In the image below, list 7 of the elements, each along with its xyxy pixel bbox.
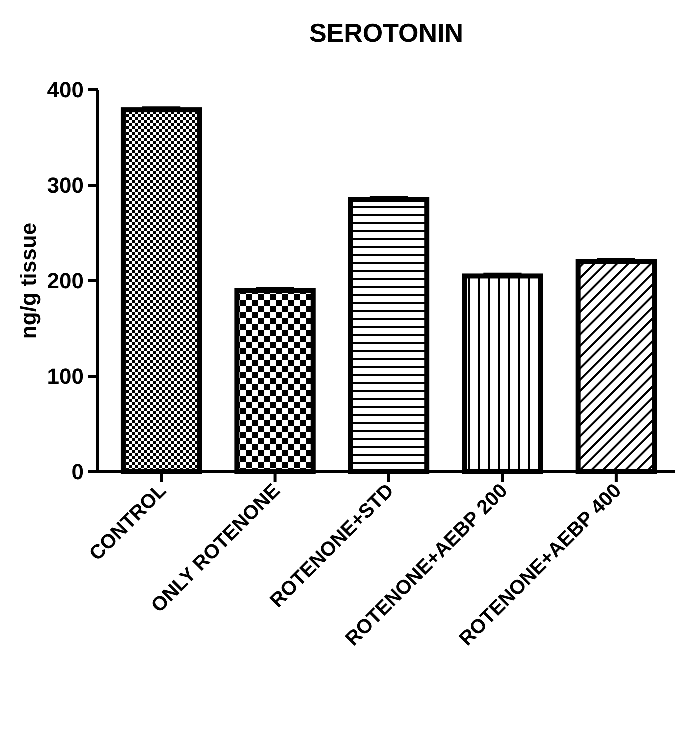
y-axis-title: ng/g tissue	[16, 222, 41, 340]
y-tick-label: 100	[47, 364, 84, 390]
y-tick-label: 400	[47, 78, 84, 103]
y-tick-label: 300	[47, 173, 84, 198]
chart-title: SEROTONIN	[309, 18, 464, 48]
y-tick-label: 200	[47, 268, 84, 294]
y-tick-label: 0	[72, 460, 84, 485]
